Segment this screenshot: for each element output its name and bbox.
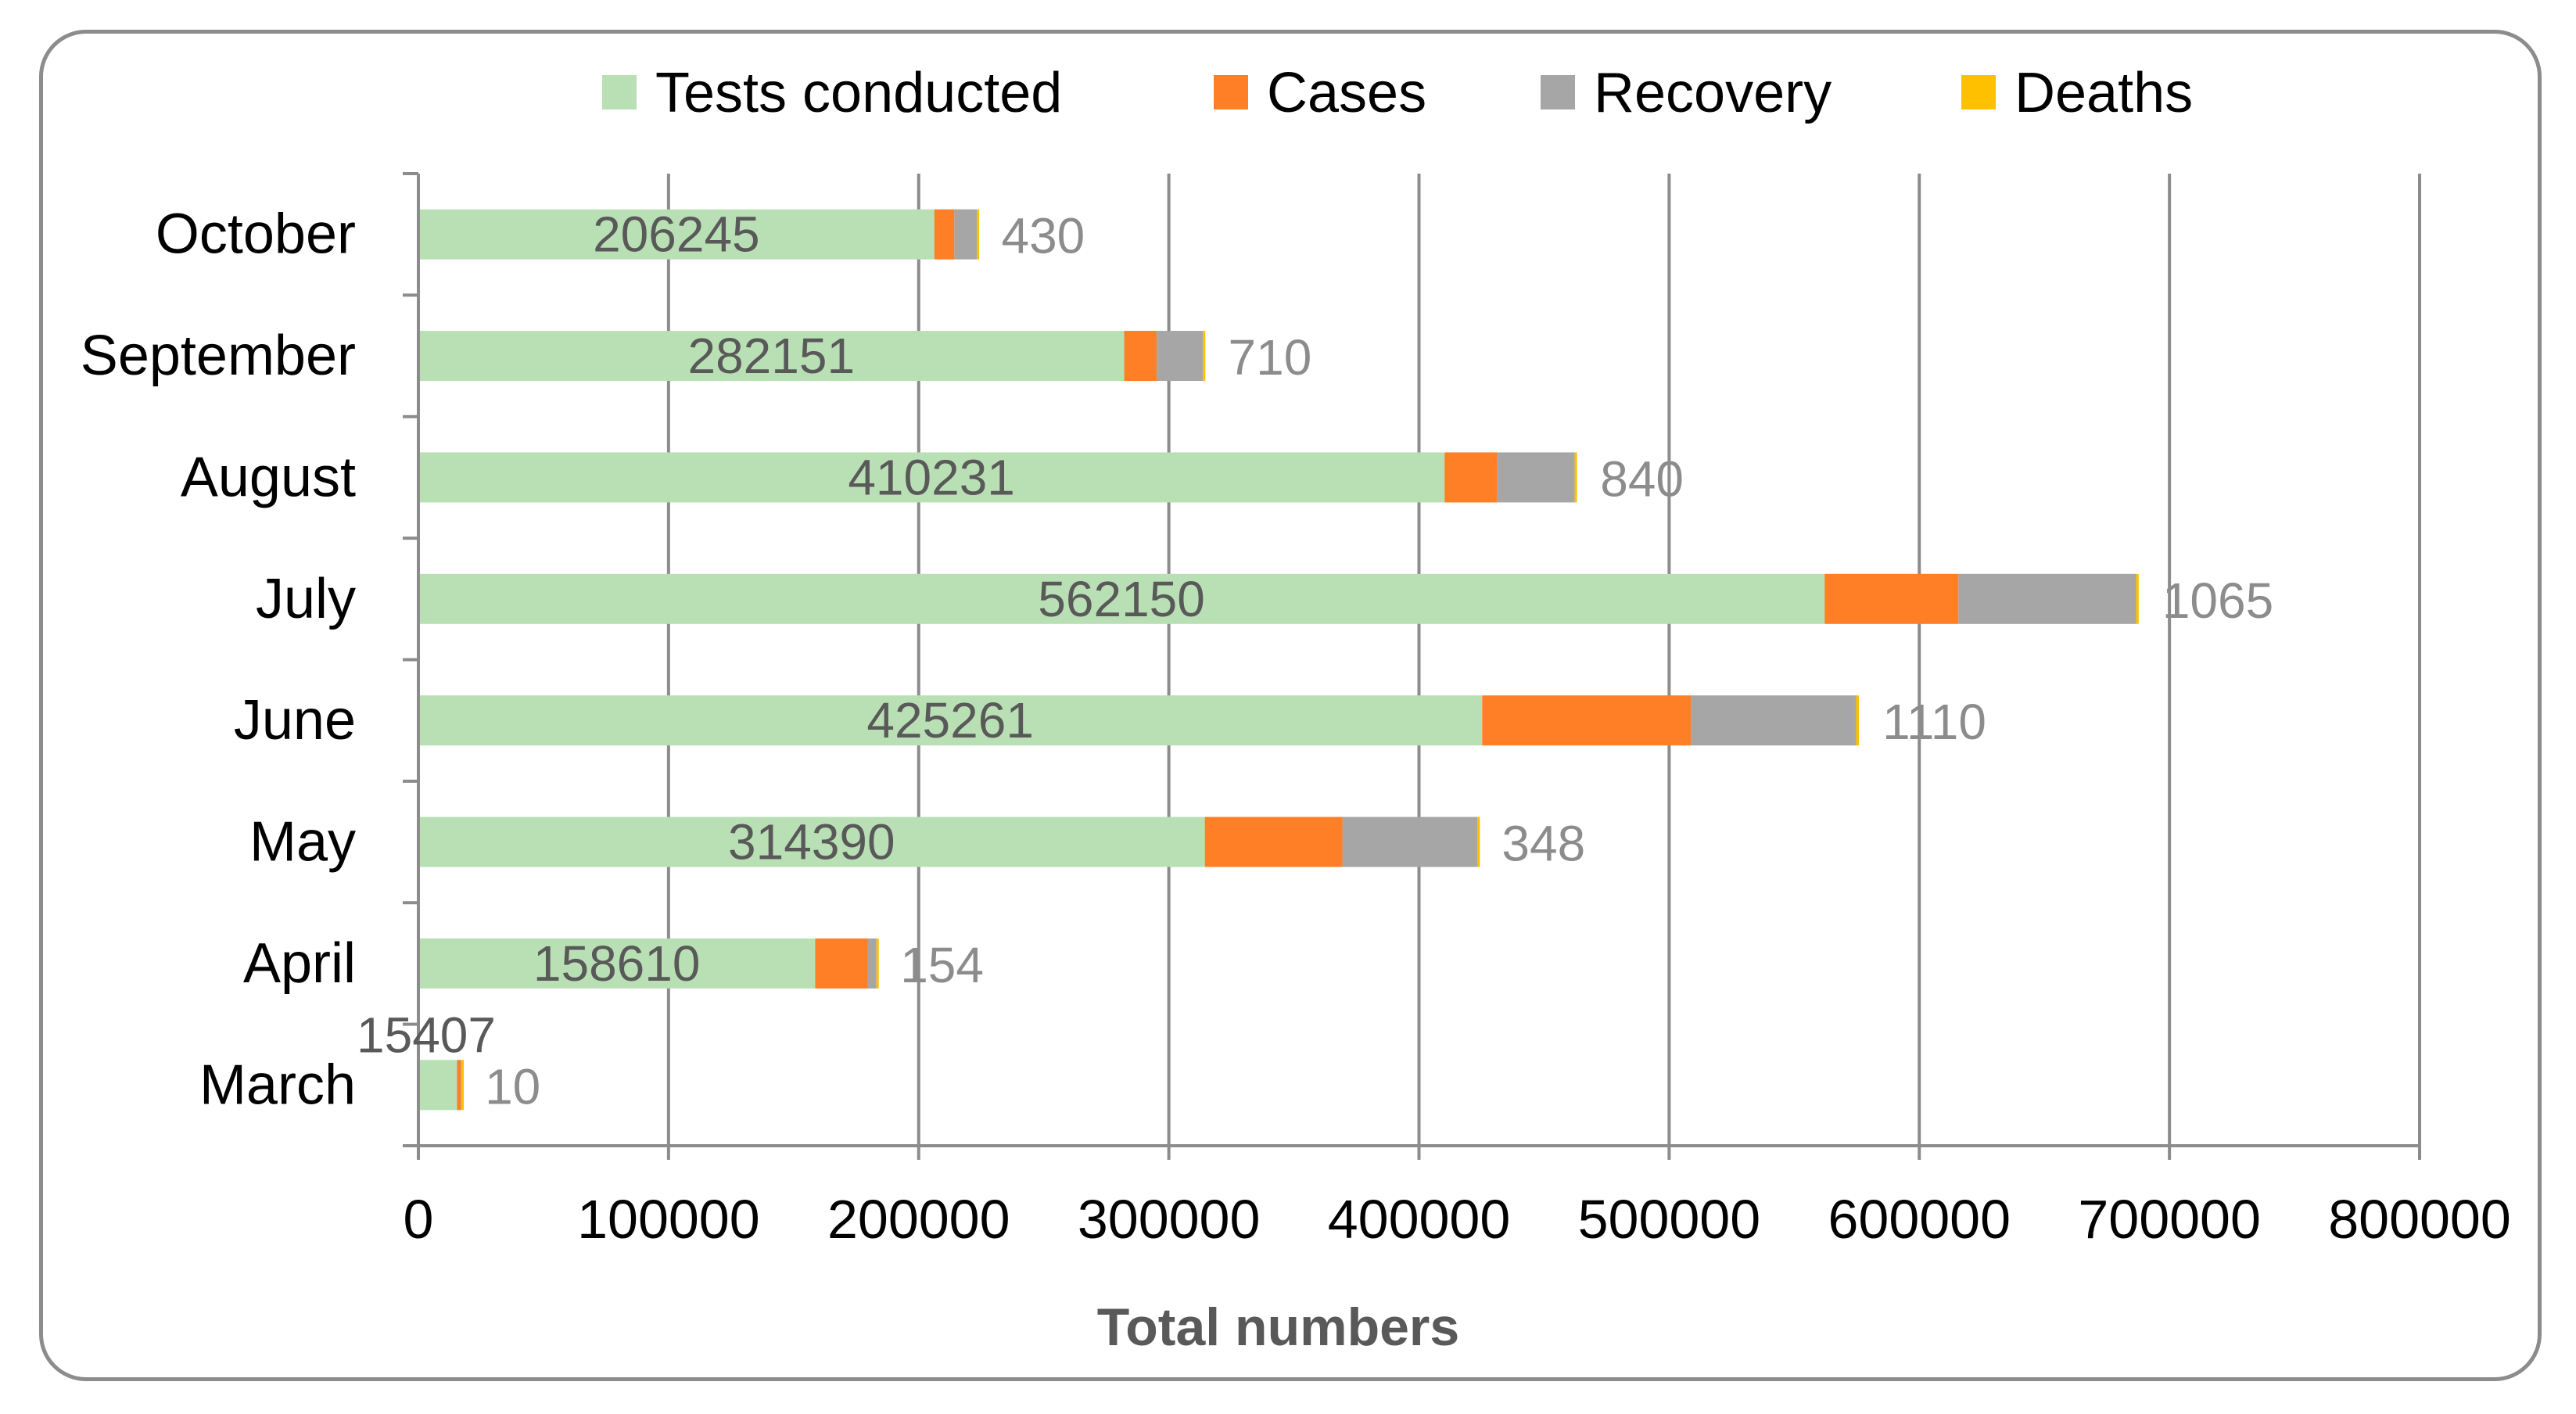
bar-cases xyxy=(457,1060,461,1111)
category-label: October xyxy=(156,203,356,266)
bar-deaths xyxy=(1856,695,1860,746)
bar-recovery xyxy=(954,209,978,260)
data-label-tests: 15407 xyxy=(357,1007,496,1063)
data-label-deaths: 840 xyxy=(1600,450,1684,507)
x-tick-labels: 0 100000 200000 300000 400000 500000 600000 700… xyxy=(404,1189,2511,1250)
category-label: August xyxy=(181,446,356,508)
data-label-tests: 158610 xyxy=(533,935,701,992)
bar-segments xyxy=(418,209,2139,1111)
bar-cases xyxy=(1482,695,1692,746)
legend-swatch xyxy=(602,75,637,109)
x-tick-label: 300000 xyxy=(1078,1189,1261,1250)
axes xyxy=(403,172,2421,1160)
data-labels: 206245 430 282151 710 410231 840 562150 1065 425… xyxy=(357,206,2273,1115)
legend-label: Recovery xyxy=(1594,62,1832,124)
bar-cases xyxy=(1124,331,1157,382)
gridlines xyxy=(666,174,2421,1146)
bar-tests-conducted xyxy=(418,816,1205,867)
data-label-deaths: 1065 xyxy=(2162,572,2273,629)
data-label-deaths: 348 xyxy=(1501,816,1585,872)
category-label: March xyxy=(199,1053,356,1116)
bar-deaths xyxy=(876,938,879,989)
data-label-deaths: 430 xyxy=(1001,208,1085,264)
bar-tests-conducted xyxy=(418,1060,457,1111)
bar-cases xyxy=(1204,816,1343,867)
bar-recovery xyxy=(1691,695,1857,746)
data-label-tests: 410231 xyxy=(848,449,1015,505)
data-label-deaths: 710 xyxy=(1229,329,1312,386)
data-label-tests: 206245 xyxy=(593,206,760,263)
x-axis-title: Total numbers xyxy=(1097,1297,1459,1357)
data-label-deaths: 1110 xyxy=(1882,694,1986,750)
legend-swatch xyxy=(1214,75,1248,109)
legend-label: Deaths xyxy=(2015,62,2193,124)
data-label-tests: 562150 xyxy=(1038,571,1205,627)
x-tick-label: 500000 xyxy=(1578,1189,1761,1250)
legend-label: Tests conducted xyxy=(655,62,1062,124)
data-label-deaths: 10 xyxy=(485,1058,540,1114)
x-tick-label: 700000 xyxy=(2078,1189,2261,1250)
bar-tests-conducted xyxy=(418,938,816,989)
x-tick-label: 0 xyxy=(404,1189,434,1250)
data-label-tests: 282151 xyxy=(687,328,855,384)
category-label: September xyxy=(81,325,356,387)
category-label: June xyxy=(234,689,356,752)
x-tick-label: 400000 xyxy=(1328,1189,1511,1250)
bar-recovery xyxy=(867,938,877,989)
x-tick-label: 200000 xyxy=(827,1189,1010,1250)
legend: Tests conducted Cases Recovery Deaths xyxy=(602,62,2193,124)
bar-recovery xyxy=(1342,816,1478,867)
bar-tests-conducted xyxy=(418,331,1125,382)
bar-cases xyxy=(1444,452,1498,503)
x-tick-label: 800000 xyxy=(2328,1189,2511,1250)
data-label-tests: 314390 xyxy=(728,814,895,870)
bar-cases xyxy=(1824,573,1959,624)
bar-deaths xyxy=(461,1060,465,1111)
bar-tests-conducted xyxy=(418,209,935,260)
bar-cases xyxy=(815,938,868,989)
legend-swatch xyxy=(1541,75,1575,109)
bar-tests-conducted xyxy=(418,695,1483,746)
category-label: May xyxy=(249,811,356,874)
bar-tests-conducted xyxy=(418,452,1445,503)
bar-recovery xyxy=(1497,452,1575,503)
x-tick-label: 100000 xyxy=(577,1189,760,1250)
bar-tests-conducted xyxy=(418,573,1825,624)
bar-deaths xyxy=(977,209,980,260)
x-tick-label: 600000 xyxy=(1828,1189,2011,1250)
data-label-tests: 425261 xyxy=(866,692,1034,748)
bar-recovery xyxy=(1958,573,2137,624)
data-label-deaths: 154 xyxy=(900,937,984,993)
bar-deaths xyxy=(1203,331,1206,382)
bar-deaths xyxy=(2136,573,2139,624)
bar-deaths xyxy=(1574,452,1577,503)
category-label: April xyxy=(243,932,356,995)
bar-recovery xyxy=(1157,331,1204,382)
bar-cases xyxy=(934,209,955,260)
legend-swatch xyxy=(1961,75,1996,109)
legend-label: Cases xyxy=(1267,62,1426,124)
bar-deaths xyxy=(1477,816,1480,867)
category-label: July xyxy=(256,568,356,630)
category-labels: October September August July June May April Ma… xyxy=(81,203,356,1117)
